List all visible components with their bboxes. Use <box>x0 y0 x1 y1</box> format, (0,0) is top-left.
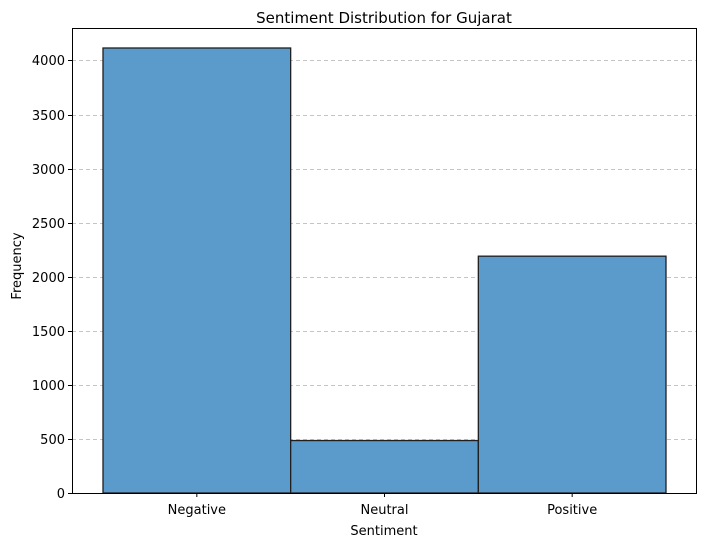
x-tick-label: Neutral <box>361 503 409 518</box>
y-tick-label: 500 <box>40 433 65 448</box>
y-axis-label: Frequency <box>10 232 25 299</box>
x-tick-label: Negative <box>168 503 226 518</box>
chart-title: Sentiment Distribution for Gujarat <box>256 9 512 27</box>
y-axis-ticks: 0 500 1000 1500 2000 2500 3000 3500 4000 <box>32 54 72 502</box>
bar-positive <box>477 255 667 494</box>
y-tick-label: 3000 <box>32 163 65 178</box>
y-tick-label: 3500 <box>32 109 65 124</box>
x-axis-ticks: Negative Neutral Positive <box>168 493 597 518</box>
x-tick-label: Positive <box>547 503 597 518</box>
y-tick-label: 1500 <box>32 325 65 340</box>
y-tick-label: 0 <box>57 487 65 502</box>
bar-neutral <box>290 439 479 494</box>
y-tick-label: 1000 <box>32 379 65 394</box>
bars <box>102 47 667 494</box>
y-tick-label: 2500 <box>32 217 65 232</box>
x-axis-label: Sentiment <box>350 524 417 539</box>
y-tick-label: 2000 <box>32 271 65 286</box>
bar-negative <box>102 47 292 494</box>
y-tick-label: 4000 <box>32 54 65 69</box>
